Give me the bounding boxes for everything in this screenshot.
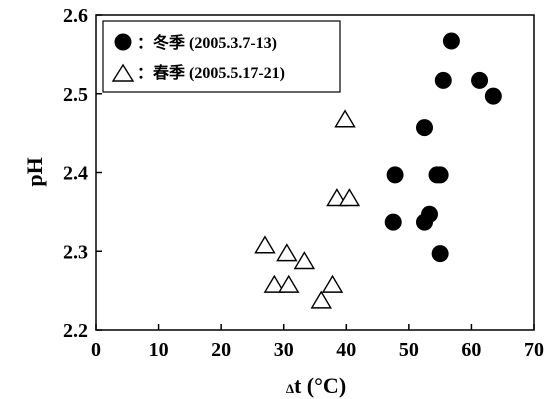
- legend: ：冬季 (2005.3.7-13) ：春季 (2005.5.17-21): [102, 20, 341, 93]
- x-axis-title-main: t (°C): [294, 373, 346, 398]
- x-tick-label: 30: [274, 339, 294, 361]
- data-point-spring: [334, 109, 356, 128]
- x-axis-title: Δt (°C): [286, 373, 346, 398]
- data-point-winter: [431, 245, 449, 263]
- y-tick-label: 2.6: [63, 5, 88, 27]
- y-tick-label: 2.3: [63, 241, 88, 263]
- data-point-winter: [471, 71, 489, 89]
- data-point-spring: [338, 188, 361, 207]
- data-point-winter: [386, 166, 404, 184]
- y-tick-label: 2.2: [63, 320, 88, 342]
- data-point-winter: [416, 119, 433, 137]
- legend-marker-winter: [114, 33, 132, 51]
- x-tick-label: 20: [211, 339, 231, 361]
- y-axis-title: pH: [22, 157, 47, 186]
- data-point-winter: [484, 87, 502, 105]
- data-point-spring: [321, 274, 344, 293]
- legend-label-winter: ：冬季 (2005.3.7-13): [137, 33, 277, 52]
- data-point-winter: [442, 32, 460, 50]
- data-point-spring: [254, 235, 276, 254]
- legend-label-spring: ：春季 (2005.5.17-21): [137, 63, 285, 82]
- data-point-spring: [277, 274, 300, 293]
- legend-marker-spring: [111, 63, 135, 82]
- x-axis-title-delta: Δ: [286, 381, 294, 396]
- data-point-winter: [431, 166, 449, 184]
- data-points: [254, 32, 502, 309]
- data-point-winter: [384, 213, 402, 231]
- data-point-spring: [263, 274, 286, 293]
- x-tick-label: 60: [461, 339, 481, 361]
- y-tick-label: 2.5: [63, 84, 88, 106]
- data-point-winter: [434, 71, 452, 89]
- data-point-spring: [276, 243, 298, 262]
- x-tick-label: 0: [91, 339, 101, 361]
- x-tick-label: 40: [336, 339, 356, 361]
- y-tick-label: 2.4: [63, 163, 88, 185]
- legend-box: [102, 20, 341, 93]
- x-tick-label: 10: [149, 339, 169, 361]
- data-point-spring: [293, 251, 316, 270]
- data-point-spring: [310, 290, 332, 309]
- x-tick-label: 50: [399, 339, 419, 361]
- data-point-winter: [421, 205, 439, 223]
- axis-ticks: 0 10 20 30 40 50 60 70 2.2 2.3 2.4 2.5 2.6: [63, 5, 544, 361]
- x-tick-label: 70: [524, 339, 544, 361]
